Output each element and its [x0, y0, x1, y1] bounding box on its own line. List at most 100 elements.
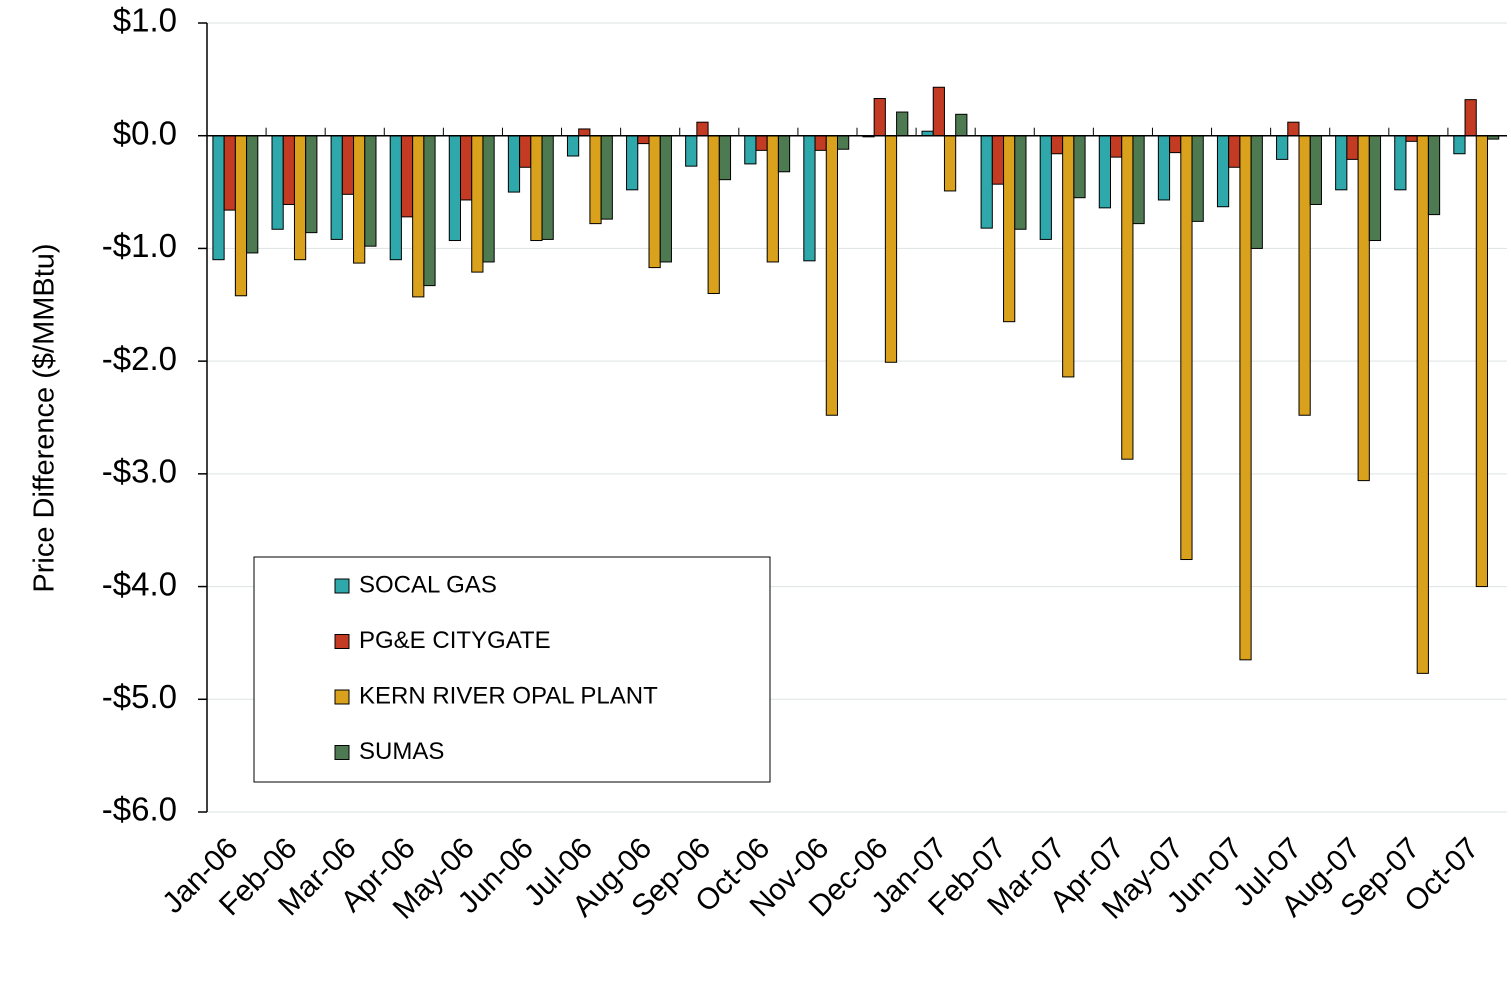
bar	[271, 135, 284, 230]
bar	[330, 135, 343, 240]
legend-swatch	[334, 634, 350, 649]
bar	[803, 135, 816, 262]
bar	[626, 135, 639, 191]
bar	[460, 135, 473, 201]
bar	[1132, 135, 1145, 225]
bar	[707, 135, 720, 295]
bar	[685, 135, 698, 167]
bar	[932, 86, 945, 137]
bar	[837, 135, 850, 150]
bar	[955, 113, 968, 137]
bar	[1039, 135, 1052, 240]
bar	[648, 135, 661, 269]
bar	[637, 135, 650, 145]
bar	[1062, 135, 1075, 378]
bar	[1050, 135, 1064, 155]
bar	[1405, 135, 1418, 142]
bar	[1110, 135, 1123, 158]
legend-label: SUMAS	[359, 738, 444, 765]
bar	[600, 135, 613, 220]
bar	[1014, 135, 1027, 230]
bar	[1464, 99, 1477, 137]
bar	[777, 135, 791, 173]
legend-label: PG&E CITYGATE	[359, 627, 551, 654]
y-tick-label: $1.0	[113, 2, 177, 39]
legend-swatch	[334, 689, 350, 705]
bar	[448, 135, 462, 242]
bar	[353, 135, 366, 264]
bar	[482, 135, 495, 263]
legend-swatch	[334, 578, 350, 594]
bar	[212, 135, 225, 261]
bar	[659, 135, 672, 263]
y-tick-label: -$4.0	[102, 565, 177, 602]
y-tick-label: $0.0	[113, 114, 177, 151]
bar	[541, 135, 554, 240]
bar	[1335, 135, 1348, 191]
bar	[530, 135, 543, 242]
y-tick-label: -$5.0	[102, 678, 177, 715]
legend-box	[253, 556, 771, 783]
bar	[589, 135, 602, 225]
bar	[412, 135, 425, 298]
bar	[423, 135, 436, 287]
bar	[1073, 135, 1086, 199]
bar	[507, 135, 521, 193]
bar	[718, 135, 732, 181]
bar	[246, 135, 259, 254]
y-tick-label: -$3.0	[102, 453, 177, 490]
bar	[1250, 135, 1263, 249]
bar	[1003, 135, 1016, 323]
bar	[1180, 135, 1193, 561]
bar	[1121, 135, 1134, 460]
bar	[282, 135, 295, 205]
bar	[389, 135, 402, 261]
bar	[755, 135, 768, 151]
bar	[1427, 135, 1441, 216]
bar	[1228, 135, 1241, 168]
bar	[1475, 135, 1488, 588]
bar	[884, 135, 898, 363]
bar	[1416, 135, 1429, 674]
bar	[814, 135, 827, 151]
bar	[1216, 135, 1230, 208]
bar	[1276, 135, 1289, 160]
bar	[341, 135, 355, 195]
bar	[1098, 135, 1111, 209]
bar	[1357, 135, 1370, 482]
bar	[1346, 135, 1359, 160]
bar	[825, 135, 838, 416]
bar	[364, 135, 377, 247]
bar	[578, 128, 591, 137]
bar	[980, 135, 993, 229]
bar	[696, 121, 709, 137]
bar	[873, 98, 886, 137]
bar	[1191, 135, 1204, 222]
y-tick-label: -$1.0	[102, 227, 177, 264]
bar	[1169, 135, 1182, 154]
legend-swatch	[334, 745, 350, 760]
bar	[1394, 135, 1407, 191]
bar	[766, 135, 779, 263]
bar	[234, 135, 248, 297]
bar	[1239, 135, 1252, 661]
bar	[1309, 135, 1322, 205]
bar	[1157, 135, 1171, 201]
y-axis-label: Price Difference ($/MMBtu)	[29, 243, 61, 592]
bar	[519, 135, 532, 168]
legend-label: KERN RIVER OPAL PLANT	[359, 682, 658, 709]
bar	[744, 135, 757, 165]
bar	[293, 135, 307, 261]
bar	[566, 135, 580, 157]
bar	[223, 135, 236, 211]
bar	[896, 111, 909, 137]
y-tick-label: -$2.0	[102, 340, 177, 377]
legend-label: SOCAL GAS	[359, 571, 497, 598]
bar	[305, 135, 318, 234]
bar	[1368, 135, 1382, 242]
bar	[471, 135, 484, 273]
bar	[1453, 135, 1466, 155]
bar	[1287, 121, 1300, 137]
y-tick-label: -$6.0	[102, 791, 177, 828]
